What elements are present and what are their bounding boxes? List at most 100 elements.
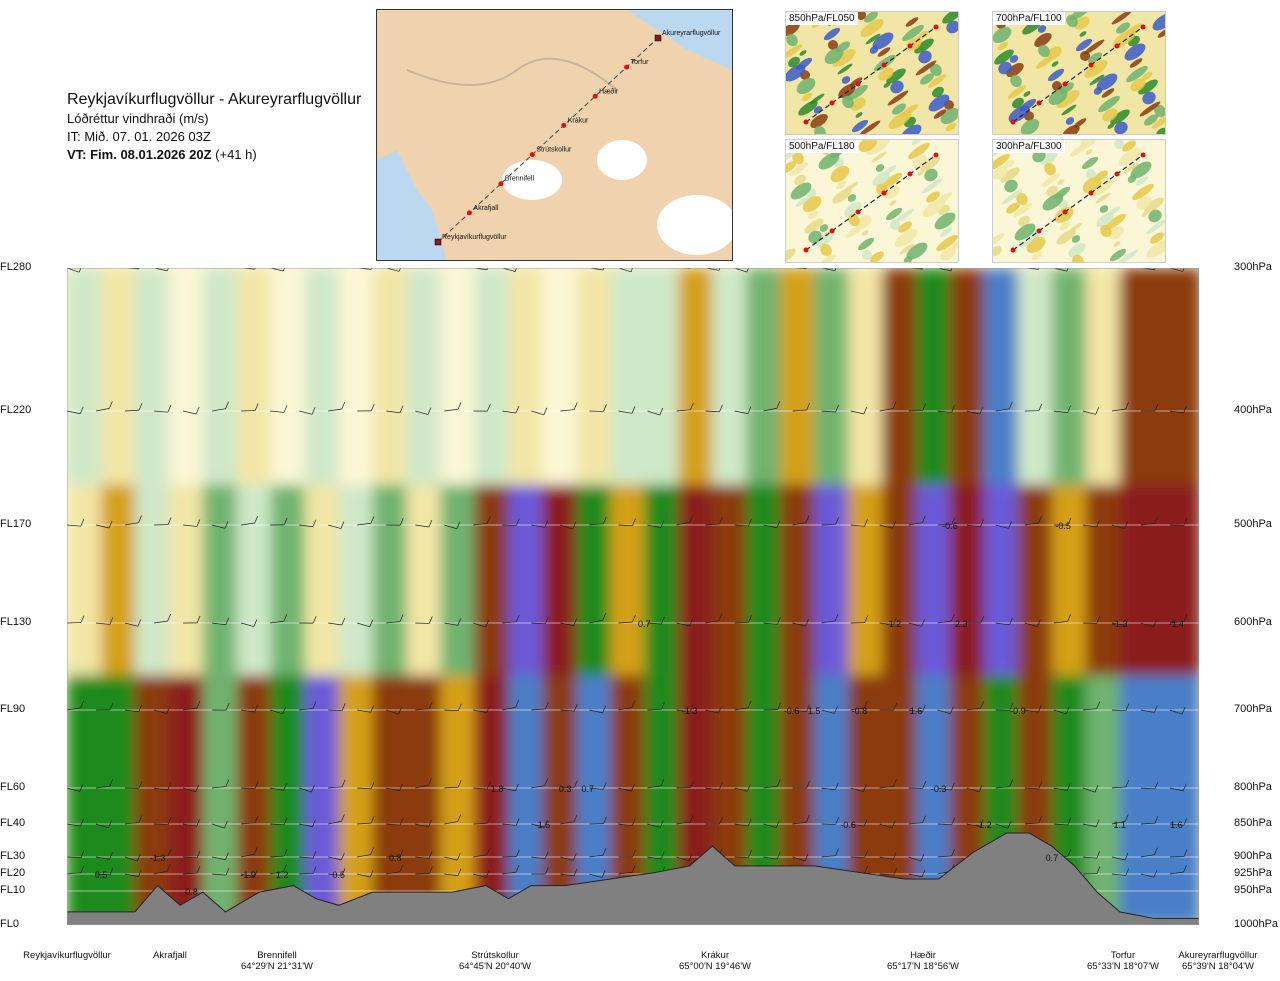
thumb-700[interactable]: 700hPa/FL100 xyxy=(992,11,1166,135)
thumb-blob xyxy=(1102,108,1118,122)
route-point-label: Krákur xyxy=(568,117,589,124)
wind-barb-feather xyxy=(109,867,114,875)
x-location-name: Akrafjall xyxy=(153,950,187,961)
wind-barb-feather xyxy=(108,820,112,828)
field-cell-mid-14 xyxy=(542,484,579,696)
field-cell-mid-30 xyxy=(1085,484,1122,696)
wind-barb xyxy=(1024,787,1039,789)
wind-barb xyxy=(850,410,864,415)
thumb-blob xyxy=(1089,74,1105,86)
field-cell-low-3 xyxy=(168,675,205,925)
thumb-blob xyxy=(795,197,809,207)
wind-barb-feather xyxy=(370,781,375,789)
wind-barb-feather xyxy=(1096,701,1101,709)
field-cell-mid-26 xyxy=(949,484,986,696)
thumb-blob xyxy=(872,171,890,187)
thumb-blob xyxy=(926,191,940,203)
thumb-blob xyxy=(899,243,915,255)
field-cell-low-2 xyxy=(134,675,171,925)
wind-barb xyxy=(589,523,604,526)
wind-barb xyxy=(1111,524,1125,530)
thumb-blob xyxy=(1059,221,1071,231)
wind-barb-feather xyxy=(951,613,955,622)
issue-time: IT: Mið. 07. 01. 2026 03Z xyxy=(67,129,211,144)
wind-barb xyxy=(444,524,457,530)
wind-barb-feather xyxy=(544,820,548,828)
thumb-blob xyxy=(878,67,894,81)
thumb-blob xyxy=(911,140,925,145)
wind-barb-feather xyxy=(283,817,288,825)
wind-barb-feather xyxy=(893,617,897,625)
thumb-blob xyxy=(1034,32,1052,48)
thumb-blob xyxy=(1083,39,1105,55)
wind-barb xyxy=(183,707,197,711)
thumb-route-point xyxy=(1036,100,1042,106)
field-cell-top-26 xyxy=(949,268,986,505)
thumb-blob xyxy=(786,64,806,82)
wind-barb-feather xyxy=(80,818,84,827)
wind-barb xyxy=(1111,408,1126,412)
wind-barb xyxy=(792,622,806,627)
wind-barb xyxy=(676,409,691,412)
wind-barb xyxy=(647,622,662,625)
wind-barb-feather xyxy=(196,865,201,874)
value-label: 0.7 xyxy=(1046,853,1059,863)
wind-barb xyxy=(705,410,720,413)
x-location-5: Hæðir 65°17'N 18°56'W xyxy=(887,950,959,972)
wind-barb-feather xyxy=(1009,401,1013,409)
wind-barb-feather xyxy=(1038,515,1042,524)
thumb-blob xyxy=(855,112,863,118)
wind-barb xyxy=(1024,522,1039,526)
value-label: 1.6 xyxy=(910,706,923,716)
wind-barb xyxy=(95,524,110,529)
thumb-blob xyxy=(1066,14,1078,28)
wind-barb-feather xyxy=(370,847,374,855)
wind-barb-feather xyxy=(225,617,230,625)
wind-barb-feather xyxy=(486,781,491,790)
wind-barb xyxy=(1169,410,1184,414)
wind-barb xyxy=(1053,787,1068,791)
wind-barb xyxy=(270,410,285,413)
route-endpoint-marker xyxy=(654,34,662,42)
thumb-blob xyxy=(1132,183,1154,201)
wind-barb-feather xyxy=(951,517,956,525)
wind-barb-feather xyxy=(543,407,548,415)
thumb-blob xyxy=(892,103,906,115)
thumb-850[interactable]: 850hPa/FL050 xyxy=(785,11,959,135)
wind-barb-feather xyxy=(1008,521,1012,529)
y-tick-right-925hpa: 925hPa xyxy=(1234,867,1272,879)
wind-barb-feather xyxy=(485,619,489,628)
thumb-500[interactable]: 500hPa/FL180 xyxy=(785,139,959,263)
thumb-blob xyxy=(921,178,943,194)
wind-barb xyxy=(1111,622,1126,626)
wind-barb-feather xyxy=(632,614,636,623)
thumb-blob xyxy=(894,229,918,247)
wind-barb-feather xyxy=(457,402,462,410)
value-label: 1.5 xyxy=(808,706,821,716)
wind-barb xyxy=(299,823,313,827)
field-cell-top-1 xyxy=(100,268,137,505)
value-label: -1.9 xyxy=(240,870,256,880)
wind-barb-feather xyxy=(863,819,868,827)
thumb-route-point xyxy=(907,171,913,177)
x-location-name: Krákur xyxy=(701,950,729,961)
wind-barb xyxy=(647,785,662,789)
wind-barb-feather xyxy=(573,402,578,410)
thumb-300[interactable]: 300hPa/FL300 xyxy=(992,139,1166,263)
route-point-marker xyxy=(624,64,630,70)
wind-barb-feather xyxy=(601,870,606,878)
thumb-blob xyxy=(860,19,884,37)
wind-barb xyxy=(908,822,923,825)
wind-barb xyxy=(1111,786,1126,789)
wind-barb xyxy=(995,622,1010,626)
wind-barb-feather xyxy=(398,268,401,272)
thumb-blob xyxy=(1095,192,1111,204)
wind-barb-feather xyxy=(748,615,752,623)
wind-barb xyxy=(154,410,168,413)
thumb-blob xyxy=(832,188,852,204)
wind-barb xyxy=(67,707,81,711)
thumb-blob xyxy=(1111,12,1133,25)
thumb-blob xyxy=(838,83,856,99)
thumb-blob xyxy=(1096,73,1118,91)
value-label: -0.6 xyxy=(840,820,856,830)
